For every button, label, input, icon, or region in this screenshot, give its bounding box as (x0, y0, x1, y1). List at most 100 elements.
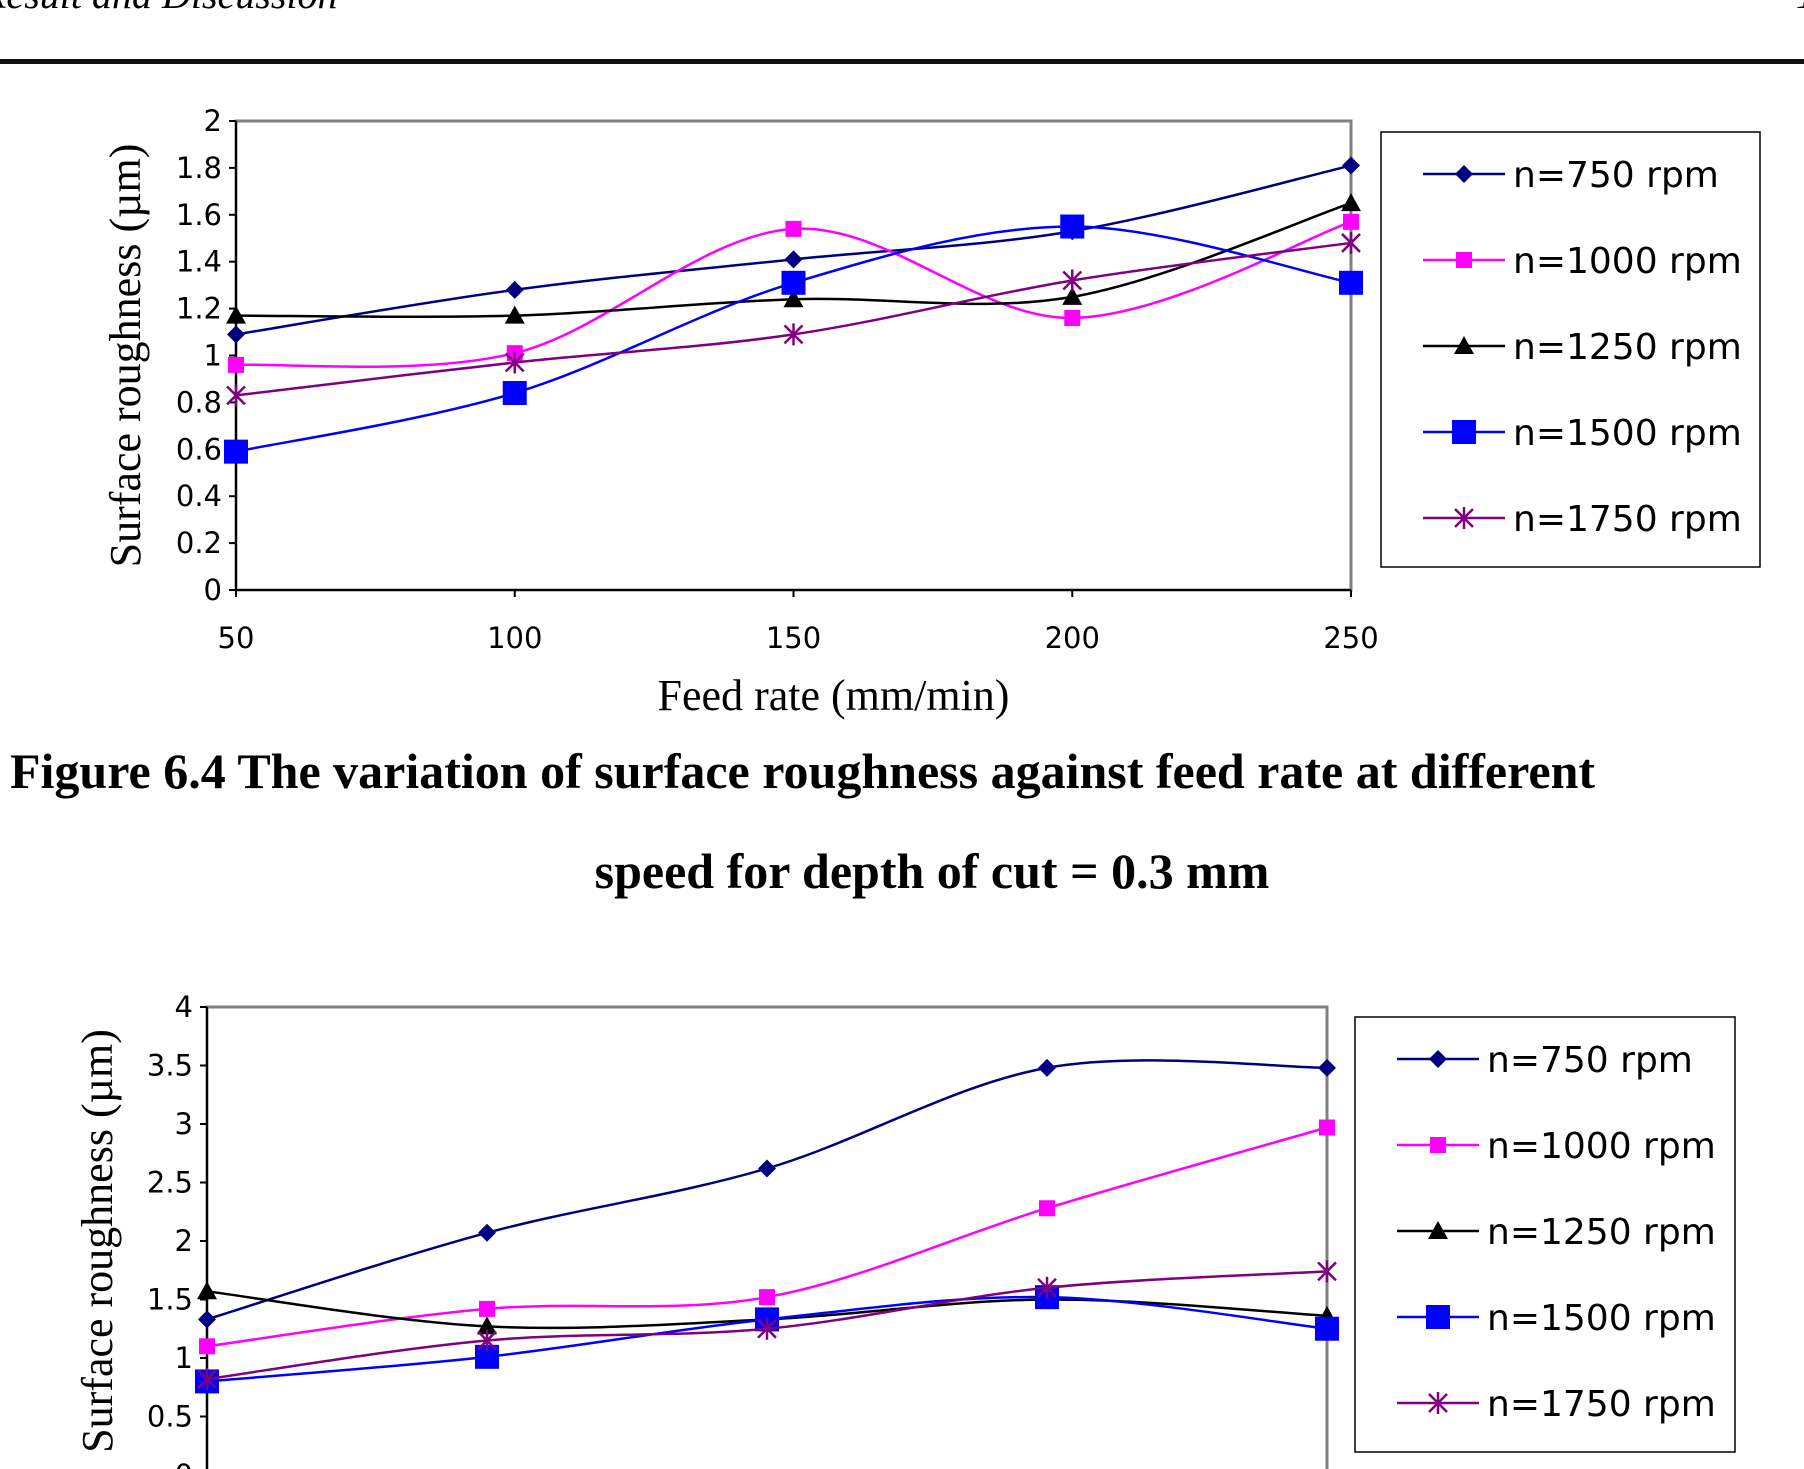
legend-label: n=1750 rpm (1513, 499, 1742, 540)
legend-marker-diamond-icon (1429, 1050, 1447, 1068)
y-tick-label: 0 (175, 1458, 193, 1469)
x-tick-label: 150 (766, 621, 821, 655)
data-point (1339, 270, 1363, 295)
data-point (783, 289, 804, 308)
x-tick-label: 250 (1323, 621, 1378, 655)
y-tick-label: 0.5 (147, 1400, 193, 1434)
data-point (784, 250, 803, 269)
data-point (224, 439, 248, 464)
legend-label: n=1250 rpm (1513, 327, 1742, 368)
data-point (505, 280, 524, 299)
data-point (504, 351, 525, 374)
header-rule (0, 59, 1804, 64)
legend: n=750 rpm n=1000 rpm n=1250 rpm n=1500 rpm n… (1354, 1016, 1736, 1453)
plot-area (205, 1005, 1329, 1469)
figure-caption-line1: Figure 6.4 The variation of surface roug… (10, 743, 1595, 799)
series-1250-rpm (226, 193, 1361, 324)
data-point (1318, 1058, 1336, 1077)
data-point (1319, 1119, 1335, 1136)
data-point (197, 1368, 217, 1391)
y-axis-title: Surface roughness (µm) (101, 144, 150, 568)
data-point (199, 1338, 215, 1355)
data-point (228, 356, 244, 373)
legend-label: n=1500 rpm (1513, 413, 1742, 454)
series-1750-rpm (197, 1260, 1337, 1391)
data-point (1317, 1260, 1337, 1283)
data-point (1038, 1058, 1056, 1077)
series-1000-rpm (228, 213, 1359, 373)
data-point (479, 1300, 495, 1317)
data-point (502, 381, 527, 406)
y-tick-label: 1 (175, 1341, 193, 1375)
legend-marker-triangle-icon (1454, 336, 1474, 354)
legend-label: n=1750 rpm (1487, 1384, 1716, 1425)
x-axis-title: Feed rate (mm/min) (658, 671, 1010, 720)
legend-marker-square-icon (1456, 252, 1472, 268)
data-point (1062, 269, 1083, 292)
page-number: 1 (1796, 0, 1804, 17)
series-1500-rpm (224, 214, 1363, 464)
legend-box (1380, 131, 1761, 568)
series-750-rpm (198, 1058, 1336, 1329)
data-point (1060, 214, 1085, 239)
data-point (1315, 1316, 1339, 1341)
data-point (785, 220, 802, 237)
data-point (227, 325, 245, 344)
legend-label: n=750 rpm (1513, 155, 1719, 196)
legend-marker-bigsquare-icon (1426, 1305, 1450, 1329)
legend-box (1354, 1016, 1736, 1453)
data-point (783, 323, 804, 346)
x-tick-label: 100 (487, 621, 542, 655)
plot-area (234, 119, 1353, 592)
data-point (226, 305, 246, 324)
data-point (197, 1281, 217, 1300)
y-tick-label: 3.5 (147, 1049, 193, 1083)
y-tick-label: 1.2 (176, 292, 222, 326)
data-point (1342, 156, 1360, 175)
y-tick-label: 0.8 (176, 385, 222, 419)
data-point (1064, 309, 1081, 326)
data-point (477, 1316, 497, 1335)
y-tick-label: 1.5 (147, 1283, 193, 1317)
data-point (1341, 193, 1361, 212)
y-tick-label: 0 (204, 573, 222, 607)
y-tick-label: 1.8 (176, 151, 222, 185)
legend-label: n=1250 rpm (1487, 1212, 1716, 1253)
legend: n=750 rpm n=1000 rpm n=1250 rpm n=1500 rpm n… (1380, 131, 1761, 568)
data-point (1037, 1276, 1057, 1299)
chart-second: 0 0.5 1 1.5 2 2.5 3 3.5 4 Surface roughness (µm) n… (73, 990, 1736, 1469)
data-point (1343, 213, 1359, 230)
legend-marker-bigsquare-icon (1452, 420, 1476, 444)
data-point (758, 1159, 776, 1178)
y-axis-title: Surface roughness (µm) (73, 1029, 122, 1453)
legend-marker-square-icon (1430, 1137, 1446, 1153)
data-point (477, 1329, 497, 1352)
data-point (478, 1223, 496, 1242)
series-line (235, 164, 1352, 336)
y-tick-label: 2 (204, 104, 222, 138)
data-point (504, 305, 525, 324)
y-tick-label: 1.4 (176, 245, 222, 279)
y-tick-label: 4 (175, 990, 193, 1024)
legend-label: n=1000 rpm (1487, 1126, 1716, 1167)
y-tick-label: 0.4 (176, 479, 222, 513)
data-point (757, 1317, 777, 1340)
data-point (1341, 231, 1361, 254)
data-point (1062, 286, 1083, 305)
legend-label: n=1000 rpm (1513, 241, 1742, 282)
x-tick-label: 200 (1045, 621, 1100, 655)
y-tick-label: 1.6 (176, 198, 222, 232)
data-point (759, 1289, 775, 1306)
x-tick-label: 50 (218, 621, 255, 655)
legend-label: n=1500 rpm (1487, 1298, 1716, 1339)
y-tick-label: 2 (175, 1224, 193, 1258)
y-tick-label: 1 (204, 339, 222, 373)
y-tick-label: 2.5 (147, 1166, 193, 1200)
legend-marker-triangle-icon (1428, 1221, 1448, 1239)
legend-marker-diamond-icon (1455, 165, 1473, 183)
legend-label: n=750 rpm (1487, 1040, 1693, 1081)
data-point (781, 270, 806, 295)
data-point (1039, 1200, 1055, 1217)
